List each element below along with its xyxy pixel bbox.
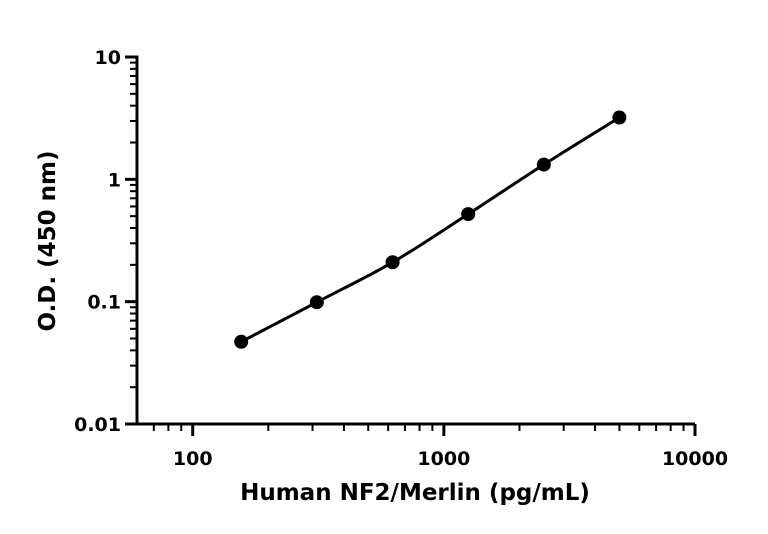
ticks: 0.01 0.1 1 10 100 1000 10000 bbox=[74, 47, 728, 470]
x-tick-label: 1000 bbox=[417, 448, 470, 470]
y-tick-label: 1 bbox=[108, 169, 121, 191]
axes bbox=[135, 55, 695, 426]
data-point bbox=[461, 207, 476, 222]
data-point bbox=[536, 157, 551, 172]
x-tick-label: 10000 bbox=[662, 448, 728, 470]
data-point bbox=[385, 255, 400, 270]
x-tick-label: 100 bbox=[173, 448, 213, 470]
y-tick-label: 10 bbox=[95, 47, 121, 69]
y-tick-label: 0.01 bbox=[74, 414, 121, 436]
x-axis-title: Human NF2/Merlin (pg/mL) bbox=[240, 480, 590, 506]
data-points bbox=[234, 110, 627, 349]
y-tick-label: 0.1 bbox=[87, 292, 121, 314]
fit-curve bbox=[240, 116, 621, 344]
y-axis-title: O.D. (450 nm) bbox=[35, 150, 61, 331]
data-point bbox=[234, 334, 249, 349]
fit-curve-group bbox=[240, 116, 621, 344]
data-point bbox=[309, 295, 324, 310]
data-point bbox=[612, 110, 627, 125]
